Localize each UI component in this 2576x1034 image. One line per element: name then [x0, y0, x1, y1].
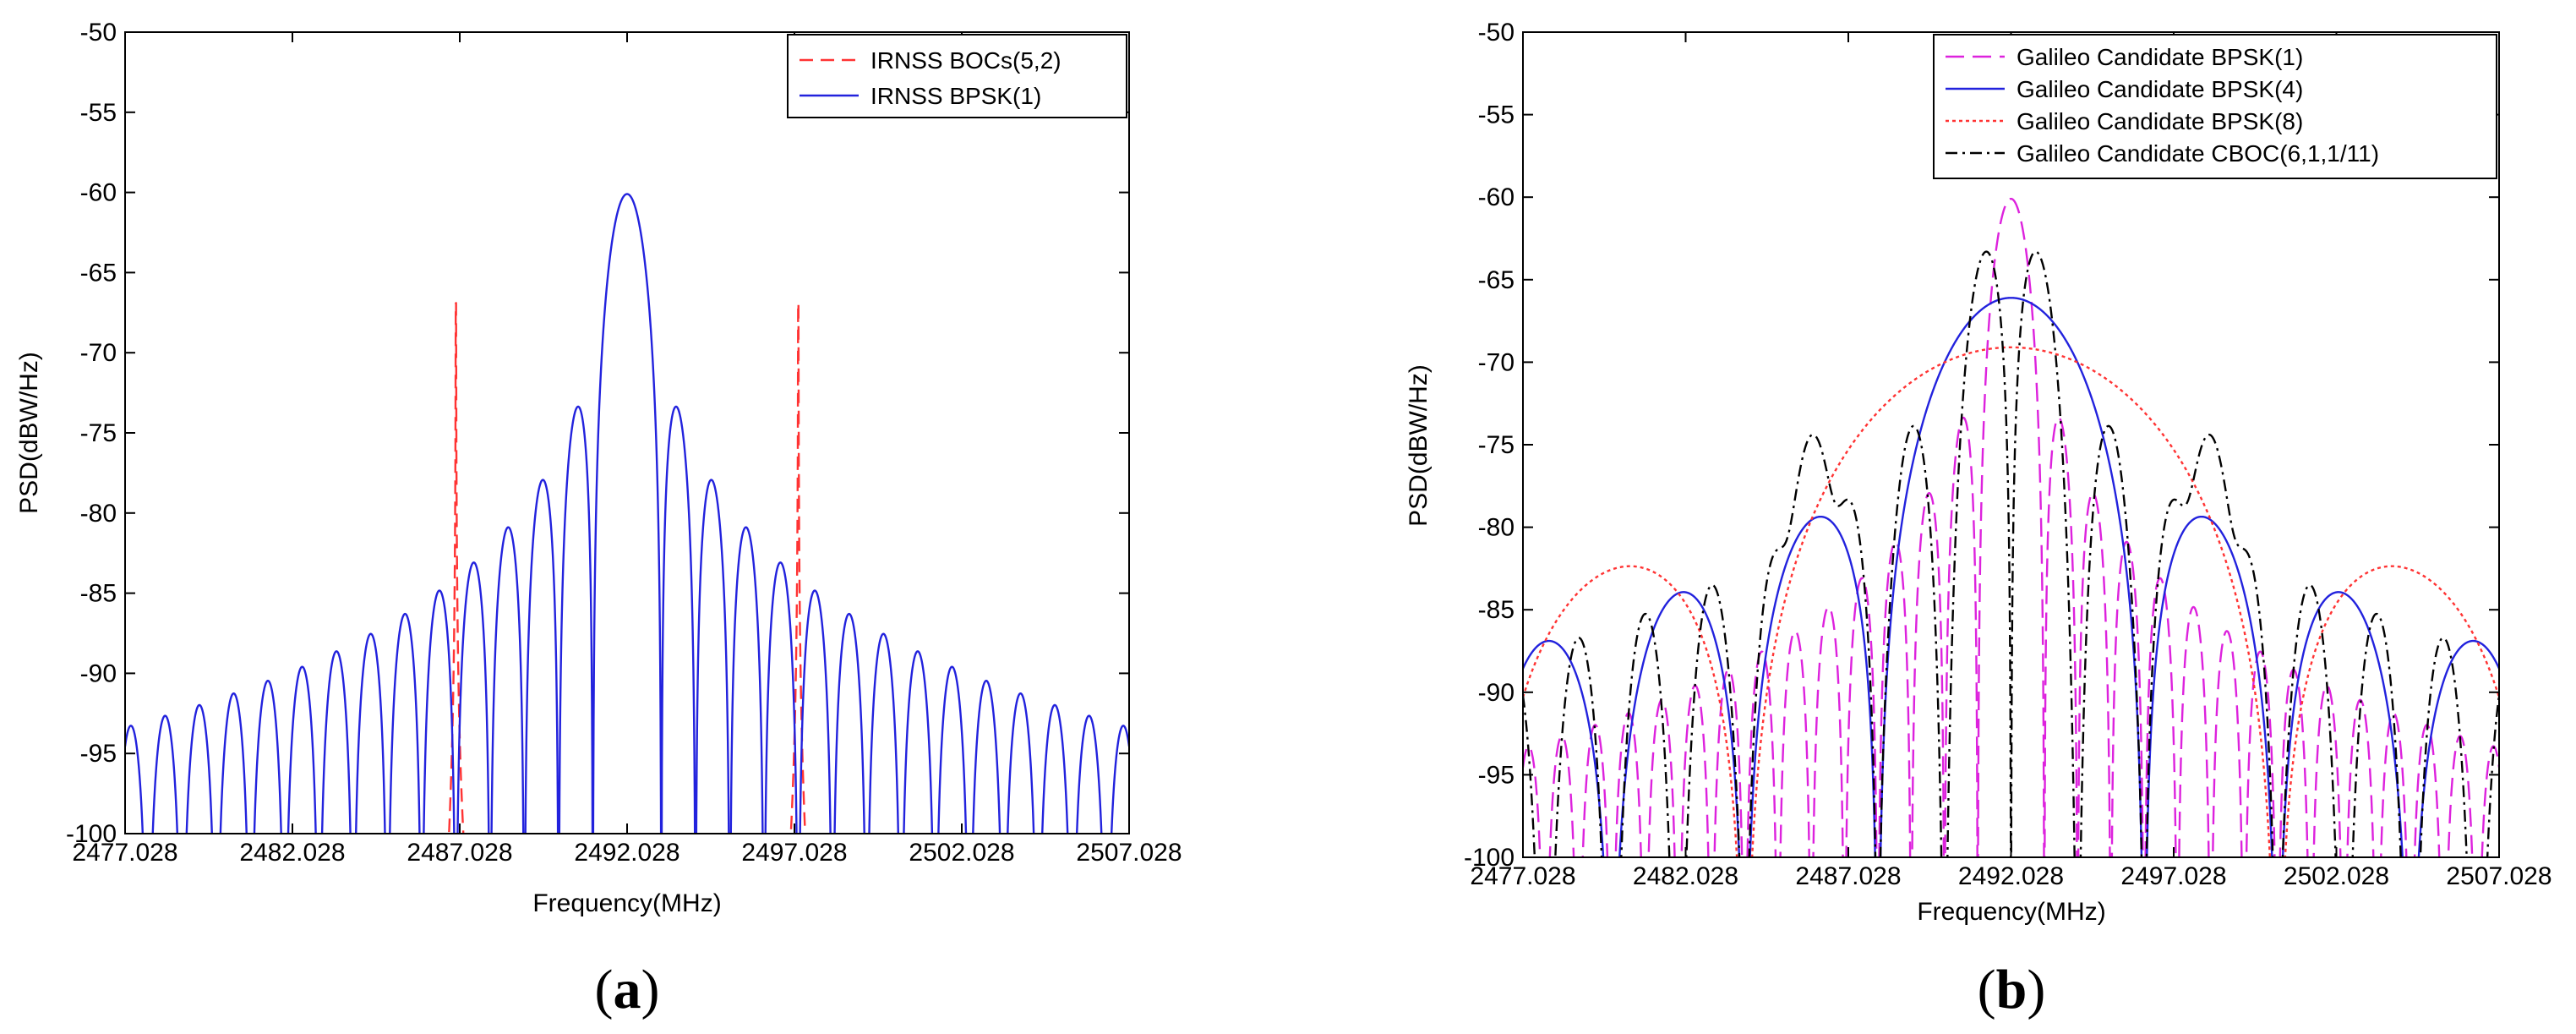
- y-tick-label: -75: [80, 419, 117, 447]
- series-line-galileo-candidate-bpsk-8: [1523, 346, 2499, 857]
- y-tick-label: -70: [80, 339, 117, 367]
- y-tick-label: -90: [80, 659, 117, 687]
- y-axis-label-b: PSD(dBW/Hz): [1405, 364, 1433, 527]
- y-tick-label: -65: [1478, 266, 1514, 294]
- x-tick-label: 2492.028: [1958, 862, 2064, 890]
- x-tick-label: 2477.028: [1470, 862, 1575, 890]
- x-axis-label-a: Frequency(MHz): [532, 889, 721, 917]
- x-tick-label: 2482.028: [239, 839, 345, 867]
- chart-panel-a: 2477.028 2482.028 2487.028 2492.028 2497.028…: [15, 19, 1182, 917]
- panel-label-b: (b): [1978, 959, 2046, 1020]
- y-tick-label: -55: [80, 99, 117, 127]
- x-tick-label: 2507.028: [1076, 839, 1182, 867]
- y-tick-label: -85: [1478, 596, 1514, 624]
- x-tick-label: 2497.028: [741, 839, 847, 867]
- y-tick-label: -55: [1478, 101, 1514, 129]
- y-tick-label: -65: [80, 259, 117, 287]
- series-line-irnss-bpsk-1: [125, 193, 1129, 834]
- x-tick-label: 2477.028: [72, 839, 177, 867]
- x-tick-label: 2497.028: [2120, 862, 2226, 890]
- y-axis-label-a: PSD(dBW/Hz): [15, 352, 43, 514]
- x-tick-label: 2492.028: [574, 839, 679, 867]
- y-tick-label: -80: [1478, 514, 1514, 542]
- x-tick-label: 2487.028: [407, 839, 512, 867]
- x-tick-label: 2502.028: [2284, 862, 2389, 890]
- x-axis-label-b: Frequency(MHz): [1917, 898, 2105, 926]
- panel-label-a: (a): [595, 959, 660, 1020]
- y-tick-label: -50: [1478, 19, 1514, 47]
- legend-entry: Galileo Candidate CBOC(6,1,1/11): [2017, 140, 2379, 167]
- y-tick-label: -100: [1464, 844, 1514, 872]
- legend-entry: Galileo Candidate BPSK(8): [2017, 108, 2303, 134]
- chart-panel-b: 2477.028 2482.028 2487.028 2492.028 2497.028…: [1405, 19, 2552, 926]
- y-tick-label: -60: [1478, 183, 1514, 211]
- legend-entry: Galileo Candidate BPSK(4): [2017, 76, 2303, 102]
- legend-entry: IRNSS BPSK(1): [870, 83, 1041, 109]
- y-tick-label: -80: [80, 500, 117, 528]
- series-line-galileo-candidate-bpsk-4: [1523, 297, 2499, 857]
- plot-area-a: [125, 32, 1129, 834]
- y-tick-label: -50: [80, 19, 117, 47]
- legend-a: IRNSS BOCs(5,2) IRNSS BPSK(1): [787, 34, 1127, 118]
- y-tick-label: -85: [80, 580, 117, 608]
- x-tick-label: 2482.028: [1633, 862, 1738, 890]
- legend-box: [787, 34, 1127, 118]
- y-tick-label: -95: [1478, 761, 1514, 789]
- y-tick-label: -95: [80, 740, 117, 768]
- y-tick-label: -90: [1478, 679, 1514, 707]
- x-tick-label: 2487.028: [1795, 862, 1901, 890]
- x-tick-label: 2502.028: [909, 839, 1014, 867]
- x-tick-label: 2507.028: [2446, 862, 2551, 890]
- series-line-galileo-candidate-bpsk-1: [1523, 197, 2499, 857]
- legend-box: [1933, 34, 2497, 179]
- y-tick-label: -100: [66, 820, 117, 848]
- legend-entry: IRNSS BOCs(5,2): [870, 47, 1062, 74]
- legend-entry: Galileo Candidate BPSK(1): [2017, 44, 2303, 70]
- y-tick-label: -60: [80, 179, 117, 207]
- legend-b: Galileo Candidate BPSK(1) Galileo Candida…: [1933, 34, 2497, 179]
- y-tick-label: -75: [1478, 431, 1514, 459]
- y-tick-label: -70: [1478, 348, 1514, 376]
